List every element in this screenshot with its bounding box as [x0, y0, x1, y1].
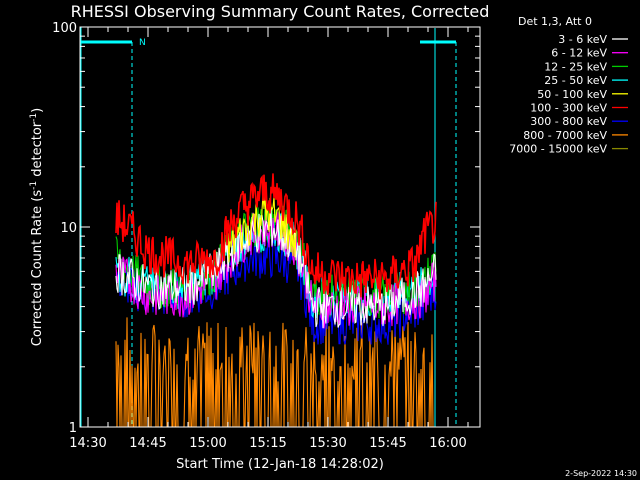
x-axis-label: Start Time (12-Jan-18 14:28:02)	[176, 457, 384, 472]
y-tick-label: 100	[52, 21, 77, 36]
x-tick-label: 16:00	[429, 436, 466, 451]
chart-title: RHESSI Observing Summary Count Rates, Co…	[71, 2, 490, 21]
legend-label: 800 - 7000 keV	[523, 129, 607, 142]
legend-header: Det 1,3, Att 0	[518, 15, 592, 28]
legend-label: 12 - 25 keV	[544, 60, 607, 73]
night-label: N	[139, 38, 146, 48]
series-line-0	[115, 206, 437, 329]
y-axis: 1 10 100	[52, 21, 480, 436]
legend-label: 50 - 100 keV	[537, 88, 607, 101]
x-tick-label: 15:30	[309, 436, 346, 451]
legend-label: 6 - 12 keV	[551, 47, 607, 60]
legend-label: 3 - 6 keV	[558, 33, 607, 46]
y-axis-label: Corrected Count Rate (s-1 detector-1)	[29, 108, 45, 346]
y-tick-label: 1	[69, 421, 77, 436]
plot-area: N	[80, 27, 457, 428]
x-tick-label: 15:45	[369, 436, 406, 451]
x-tick-label: 14:45	[129, 436, 166, 451]
series-line-4	[227, 193, 297, 263]
legend-label: 100 - 300 keV	[530, 102, 607, 115]
y-tick-label: 10	[60, 221, 77, 236]
series-line-5	[115, 173, 437, 300]
legend-label: 7000 - 15000 keV	[509, 143, 607, 156]
legend-label: 300 - 800 keV	[530, 115, 607, 128]
x-tick-label: 15:15	[249, 436, 286, 451]
x-axis: 14:30 14:45 15:00 15:15 15:30 15:45 16:00	[69, 27, 469, 451]
x-tick-label: 14:30	[69, 436, 106, 451]
legend-label: 25 - 50 keV	[544, 74, 607, 87]
x-tick-label: 15:00	[189, 436, 226, 451]
footer-date: 2-Sep-2022 14:30	[565, 469, 637, 478]
